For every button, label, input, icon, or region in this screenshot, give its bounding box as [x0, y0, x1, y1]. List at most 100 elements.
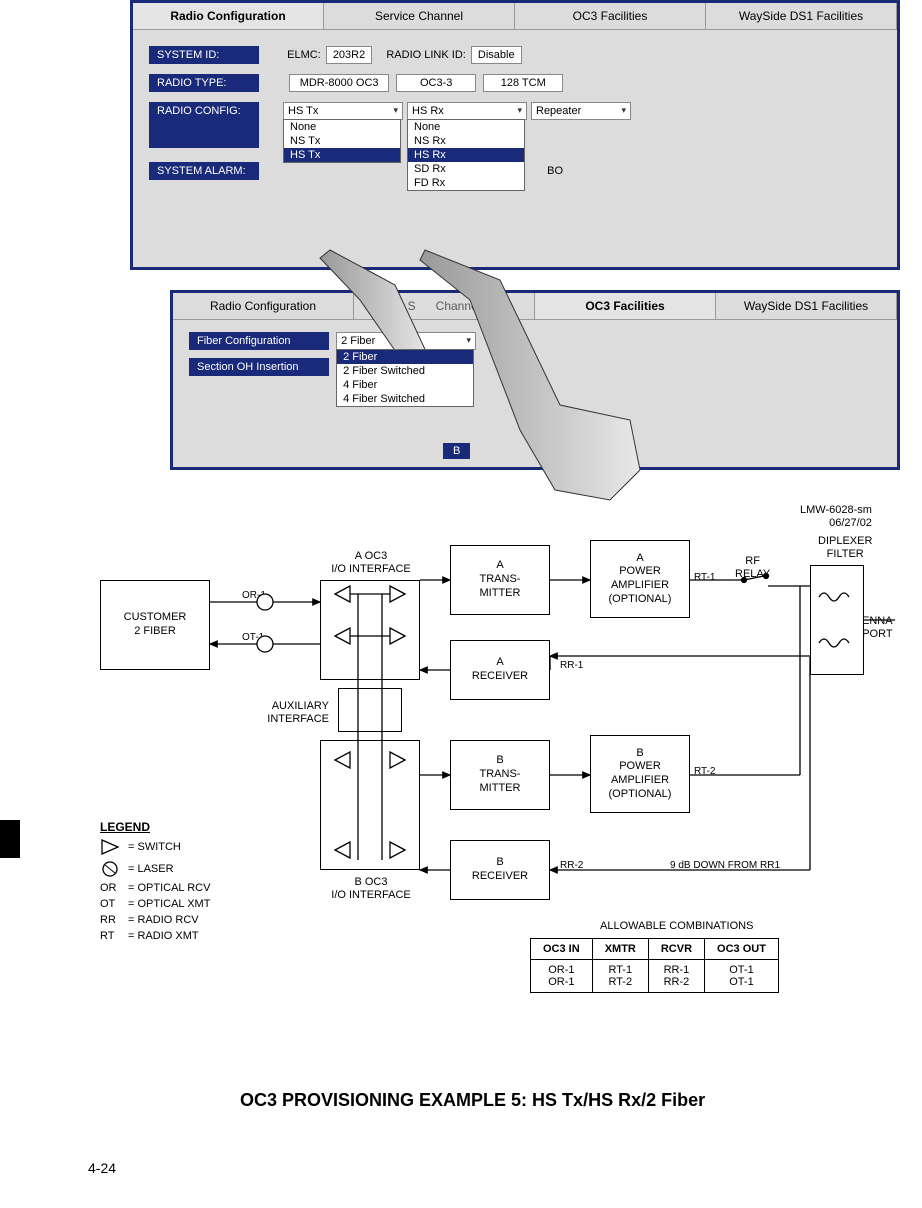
diplexer-label: DIPLEXERFILTER — [818, 535, 872, 561]
legend-ot: OT= OPTICAL XMT — [100, 898, 280, 910]
radio-type-1: MDR-8000 OC3 — [289, 74, 389, 92]
fiber-opt-2sw[interactable]: 2 Fiber Switched — [337, 364, 473, 378]
radio-type-2: OC3-3 — [396, 74, 476, 92]
tab-service-channel[interactable]: Service Channel — [324, 3, 515, 29]
section-oh-label: Section OH Insertion — [189, 358, 329, 376]
repeater-value: Repeater — [536, 105, 581, 117]
tab2-wayside-ds1[interactable]: WaySide DS1 Facilities — [716, 293, 897, 319]
fiber-dropdown-value: 2 Fiber — [341, 335, 375, 347]
switch-icon — [100, 838, 122, 856]
down-label: 9 dB DOWN FROM RR1 — [670, 860, 780, 871]
rx-dropdown-value: HS Rx — [412, 105, 444, 117]
rx-opt-hsrx[interactable]: HS Rx — [408, 148, 524, 162]
table-row: OT-1OT-1 — [705, 960, 779, 993]
table-row: RR-1RR-2 — [648, 960, 704, 993]
rx-opt-sdrx[interactable]: SD Rx — [408, 162, 524, 176]
aux-block — [338, 688, 402, 732]
customer-block: CUSTOMER 2 FIBER — [100, 580, 210, 670]
tx-opt-none[interactable]: None — [284, 120, 400, 134]
system-id-label: SYSTEM ID: — [149, 46, 259, 64]
tx-dropdown-list: None NS Tx HS Tx — [283, 119, 401, 163]
b-tx-block: BTRANS-MITTER — [450, 740, 550, 810]
rf-relay-label: RFRELAY — [735, 555, 770, 581]
ot1-label: OT-1 — [242, 632, 264, 643]
fiber-dropdown-list: 2 Fiber 2 Fiber Switched 4 Fiber 4 Fiber… — [336, 349, 474, 407]
tx-opt-hstx[interactable]: HS Tx — [284, 148, 400, 162]
a-tx-block: ATRANS-MITTER — [450, 545, 550, 615]
b-oc3-label: B OC3I/O INTERFACE — [316, 876, 426, 902]
tab-oc3-facilities[interactable]: OC3 Facilities — [515, 3, 706, 29]
rt2-label: RT-2 — [694, 766, 716, 777]
tx-dropdown[interactable]: HS Tx None NS Tx HS Tx — [283, 102, 403, 120]
fiber-dropdown[interactable]: 2 Fiber 2 Fiber 2 Fiber Switched 4 Fiber… — [336, 332, 476, 350]
filter-icon-top — [817, 587, 857, 607]
rx-dropdown[interactable]: HS Rx None NS Rx HS Rx SD Rx FD Rx — [407, 102, 527, 120]
page-side-tab — [0, 820, 20, 858]
radio-link-id-label: RADIO LINK ID: — [386, 49, 465, 61]
tab2-oc3-facilities[interactable]: OC3 Facilities — [535, 293, 716, 319]
radio-config-label: RADIO CONFIG: — [149, 102, 259, 148]
radio-type-label: RADIO TYPE: — [149, 74, 259, 92]
legend-or: OR= OPTICAL RCV — [100, 882, 280, 894]
table-row: RT-1RT-2 — [592, 960, 648, 993]
rt1-label: RT-1 — [694, 572, 716, 583]
filter-icon-bot — [817, 633, 857, 653]
diplexer-block — [810, 565, 864, 675]
fiber-opt-4sw[interactable]: 4 Fiber Switched — [337, 392, 473, 406]
fiber-opt-4[interactable]: 4 Fiber — [337, 378, 473, 392]
tab-wayside-ds1[interactable]: WaySide DS1 Facilities — [706, 3, 897, 29]
b-rx-block: BRECEIVER — [450, 840, 550, 900]
combos-table: OC3 IN XMTR RCVR OC3 OUT OR-1OR-1 RT-1RT… — [530, 938, 779, 993]
tx-dropdown-value: HS Tx — [288, 105, 318, 117]
doc-id: LMW-6028-sm 06/27/02 — [800, 504, 872, 530]
or1-label: OR-1 — [242, 590, 266, 601]
radio-type-3: 128 TCM — [483, 74, 563, 92]
b-pa-block: BPOWERAMPLIFIER(OPTIONAL) — [590, 735, 690, 813]
combos-h-1: XMTR — [592, 939, 648, 960]
legend-rt: RT= RADIO XMT — [100, 930, 280, 942]
win1-body: SYSTEM ID: ELMC: 203R2 RADIO LINK ID: Di… — [133, 30, 897, 182]
combos-h-3: OC3 OUT — [705, 939, 779, 960]
fiber-config-label: Fiber Configuration — [189, 332, 329, 350]
rx-opt-none[interactable]: None — [408, 120, 524, 134]
tx-opt-nstx[interactable]: NS Tx — [284, 134, 400, 148]
elmc-label: ELMC: — [287, 49, 321, 61]
page-number: 4-24 — [88, 1160, 116, 1176]
page-title: OC3 PROVISIONING EXAMPLE 5: HS Tx/HS Rx/… — [240, 1090, 705, 1111]
rx-opt-nsrx[interactable]: NS Rx — [408, 134, 524, 148]
tab2-radio-configuration[interactable]: Radio Configuration — [173, 293, 354, 319]
legend-laser: = LASER — [100, 860, 280, 878]
b-chip: B — [443, 443, 470, 459]
legend-title: LEGEND — [100, 820, 280, 834]
legend-box: LEGEND = SWITCH = LASER OR= OPTICAL RCV … — [100, 820, 280, 946]
a-pa-block: APOWERAMPLIFIER(OPTIONAL) — [590, 540, 690, 618]
aux-label: AUXILIARYINTERFACE — [239, 700, 329, 726]
oc3-facilities-window: Radio Configuration S Channel OC3 Facili… — [170, 290, 900, 470]
table-row: OR-1OR-1 — [531, 960, 593, 993]
elmc-value: 203R2 — [326, 46, 372, 64]
tab2-service-channel[interactable]: S Channel — [354, 293, 535, 319]
radio-config-window: Radio Configuration Service Channel OC3 … — [130, 0, 900, 270]
tabrow-win2: Radio Configuration S Channel OC3 Facili… — [173, 293, 897, 320]
rx-opt-fdrx[interactable]: FD Rx — [408, 176, 524, 190]
b-oc3-block — [320, 740, 420, 870]
a-oc3-label: A OC3I/O INTERFACE — [316, 550, 426, 576]
rx-dropdown-list: None NS Rx HS Rx SD Rx FD Rx — [407, 119, 525, 191]
tabrow-win1: Radio Configuration Service Channel OC3 … — [133, 3, 897, 30]
legend-switch: = SWITCH — [100, 838, 280, 856]
rr1-label: RR-1 — [560, 660, 583, 671]
a-oc3-block — [320, 580, 420, 680]
system-alarm-label: SYSTEM ALARM: — [149, 162, 259, 180]
tab-radio-configuration[interactable]: Radio Configuration — [133, 3, 324, 29]
a-rx-block: ARECEIVER — [450, 640, 550, 700]
rr2-label: RR-2 — [560, 860, 583, 871]
eiver-fragment: EIVER — [533, 423, 566, 435]
win2-body: Fiber Configuration 2 Fiber 2 Fiber 2 Fi… — [173, 320, 897, 388]
repeater-dropdown[interactable]: Repeater — [531, 102, 631, 120]
combos-h-0: OC3 IN — [531, 939, 593, 960]
legend-rr: RR= RADIO RCV — [100, 914, 280, 926]
combos-h-2: RCVR — [648, 939, 704, 960]
fiber-opt-2[interactable]: 2 Fiber — [337, 350, 473, 364]
combos-title: ALLOWABLE COMBINATIONS — [600, 920, 753, 933]
radio-link-id-value: Disable — [471, 46, 522, 64]
